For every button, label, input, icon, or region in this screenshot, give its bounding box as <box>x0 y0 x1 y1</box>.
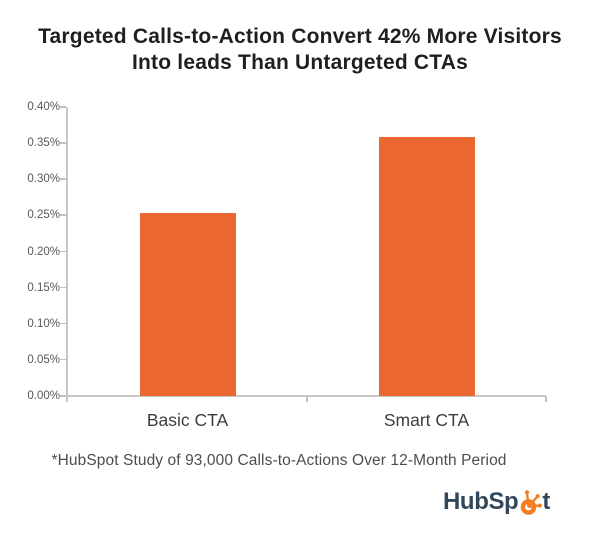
y-tick-label: 0.00% <box>27 390 60 402</box>
category-label: Smart CTA <box>383 410 470 430</box>
y-tick-mark <box>60 286 66 289</box>
y-tick-label: 0.05% <box>27 353 60 366</box>
y-tick-label: 0.30% <box>27 173 60 186</box>
y-tick-label: 0.25% <box>27 209 60 222</box>
sprocket-icon <box>518 488 542 515</box>
y-tick-label: 0.15% <box>27 281 60 294</box>
y-tick-label: 0.10% <box>27 317 60 330</box>
y-tick-mark <box>60 214 66 216</box>
y-tick-label: 0.35% <box>27 137 60 150</box>
y-tick-label: 0.20% <box>27 245 60 258</box>
y-axis-line <box>66 107 68 402</box>
x-tick-mark <box>545 396 547 402</box>
y-tick-mark <box>60 106 66 108</box>
y-tick-label: 0.40% <box>27 101 60 113</box>
footnote: *HubSpot Study of 93,000 Calls-to-Action… <box>51 452 507 469</box>
y-tick-mark <box>60 142 66 144</box>
y-tick-mark <box>60 395 66 397</box>
y-tick-mark <box>60 250 66 252</box>
bar-basic-cta <box>139 213 236 396</box>
hubspot-logo: HubSp t <box>443 488 550 515</box>
x-tick-mark <box>306 396 308 402</box>
chart-title: Targeted Calls-to-Action Convert 42% Mor… <box>38 25 562 74</box>
category-label: Basic CTA <box>146 410 229 430</box>
logo-text-suffix: t <box>542 488 550 515</box>
y-tick-mark <box>60 178 66 180</box>
bar-smart-cta <box>378 137 475 396</box>
y-tick-mark <box>60 322 66 325</box>
logo-text-prefix: HubSp <box>443 488 519 515</box>
y-tick-mark <box>60 358 66 361</box>
